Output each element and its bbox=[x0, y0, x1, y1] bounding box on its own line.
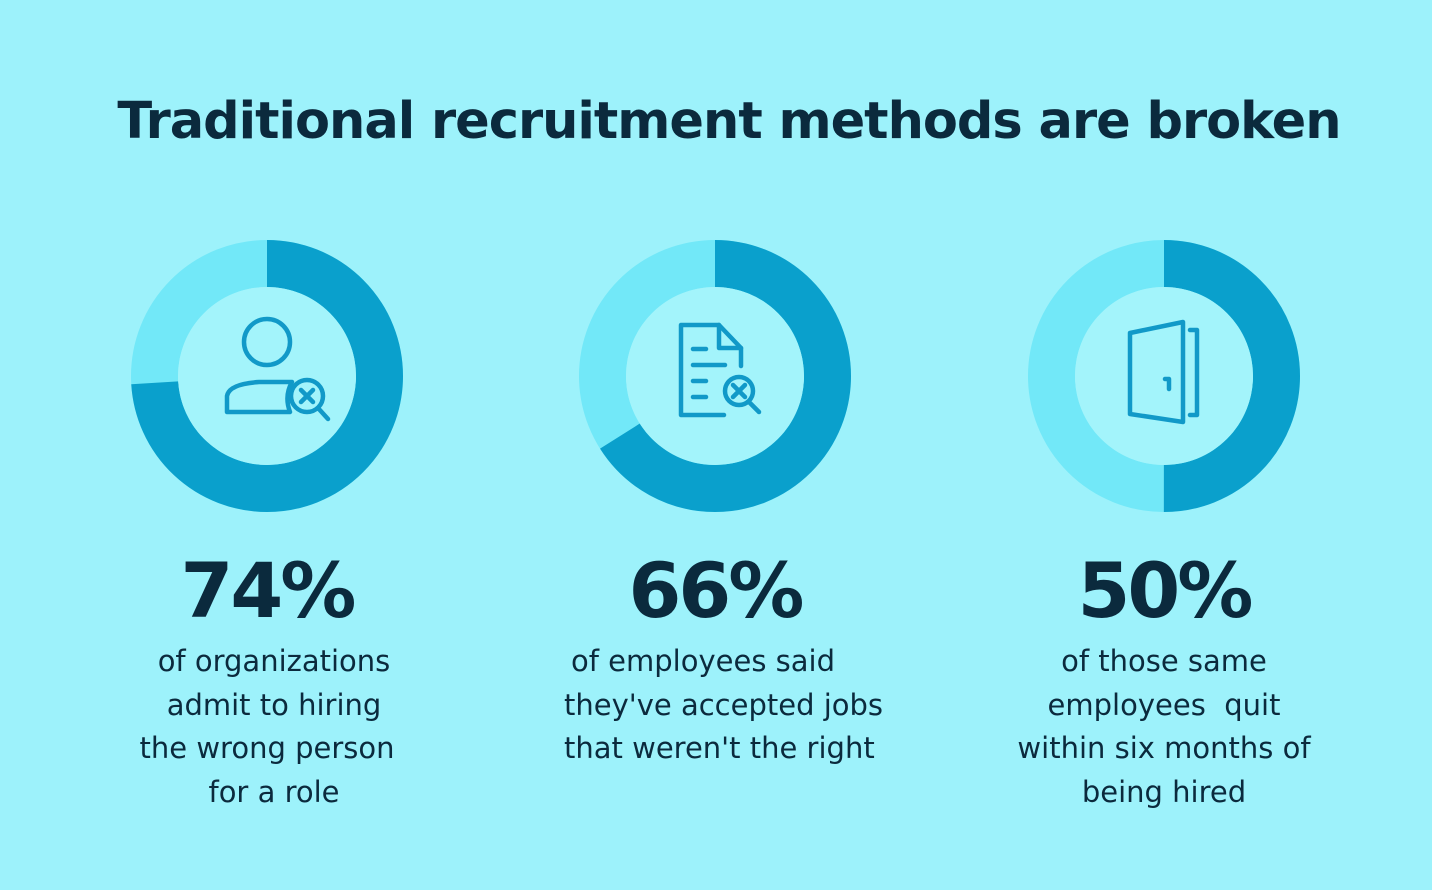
desc-line: of employees said bbox=[571, 644, 835, 678]
donut-chart-50 bbox=[1024, 236, 1304, 516]
user-search-x-icon bbox=[127, 236, 407, 516]
stat-description: of organizations admit to hiring the wro… bbox=[57, 640, 477, 814]
donut-inner bbox=[178, 287, 356, 465]
desc-line: they've accepted jobs bbox=[564, 687, 884, 722]
donut-svg bbox=[1028, 240, 1300, 512]
desc-line: admit to hiring bbox=[166, 687, 382, 722]
desc-line: of those same bbox=[1061, 644, 1267, 678]
document-search-x-icon bbox=[575, 236, 855, 516]
open-door-icon bbox=[1024, 236, 1304, 516]
desc-line: that weren't the right bbox=[564, 731, 875, 765]
donut-value-segment bbox=[1028, 240, 1300, 512]
desc-line: being hired bbox=[1081, 774, 1247, 809]
donut-chart-66 bbox=[575, 236, 855, 516]
stat-value: 50% bbox=[1077, 546, 1254, 635]
stat-value: 66% bbox=[628, 546, 805, 635]
stat-description: of employees said they've accepted jobs … bbox=[505, 640, 925, 771]
stat-description: of those same employees quit within six … bbox=[954, 640, 1374, 814]
donut-chart-74 bbox=[127, 236, 407, 516]
desc-line: of organizations bbox=[157, 644, 391, 678]
donut-svg bbox=[579, 240, 851, 512]
donut-inner bbox=[626, 287, 804, 465]
desc-line: employees quit bbox=[1047, 687, 1281, 722]
donut-svg bbox=[131, 240, 403, 512]
stat-value: 74% bbox=[180, 546, 357, 635]
desc-line: for a role bbox=[208, 774, 340, 809]
page-title: Traditional recruitment methods are brok… bbox=[117, 92, 1341, 151]
donut-value-segment bbox=[579, 240, 851, 512]
desc-line: the wrong person bbox=[139, 731, 395, 765]
desc-line: within six months of bbox=[1017, 731, 1311, 765]
donut-value-segment bbox=[131, 240, 403, 512]
donut-inner bbox=[1075, 287, 1253, 465]
